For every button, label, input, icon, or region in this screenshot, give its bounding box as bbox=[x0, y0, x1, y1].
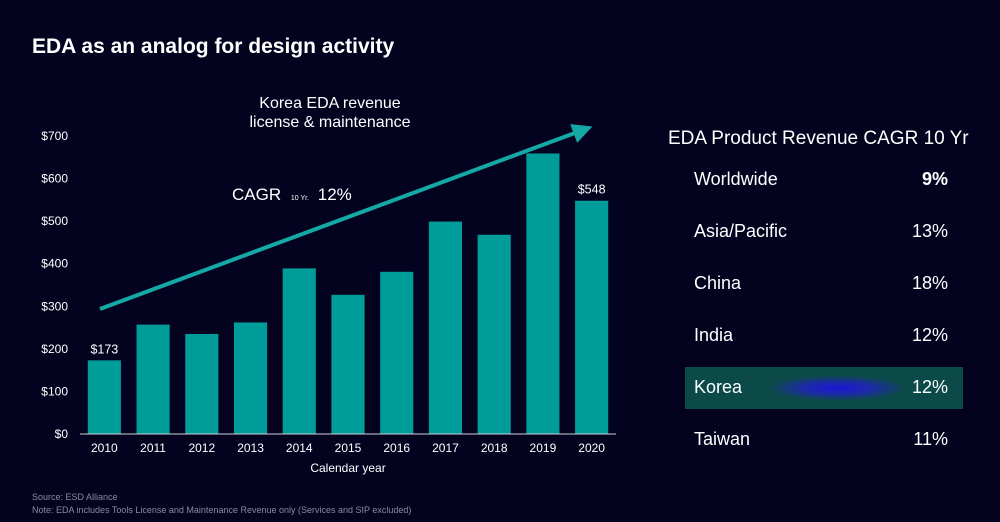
bar-2020 bbox=[575, 200, 609, 434]
y-tick-label: $500 bbox=[41, 214, 68, 228]
data-label-2020: $548 bbox=[578, 183, 606, 197]
cagr-row-india: India 12% bbox=[685, 315, 963, 357]
note-footnote: Note: EDA includes Tools License and Mai… bbox=[32, 505, 412, 515]
bar-2012 bbox=[185, 333, 219, 434]
trend-arrow bbox=[99, 124, 593, 311]
bar-2011 bbox=[136, 324, 170, 434]
bar-2019 bbox=[526, 153, 560, 434]
cagr-prefix: CAGR bbox=[232, 185, 281, 204]
region-name: Worldwide bbox=[694, 169, 778, 189]
y-tick-label: $100 bbox=[41, 384, 68, 398]
x-tick-label: 2020 bbox=[578, 441, 605, 455]
bar-2010 bbox=[87, 360, 121, 434]
blurred-region bbox=[770, 376, 905, 400]
cagr-subscript: 10 Yr. bbox=[291, 195, 309, 202]
region-name: Korea bbox=[694, 377, 743, 397]
y-tick-label: $0 bbox=[55, 427, 69, 441]
data-label-2010: $173 bbox=[90, 342, 118, 356]
x-tick-label: 2012 bbox=[188, 441, 215, 455]
x-tick-label: 2018 bbox=[481, 441, 508, 455]
y-tick-label: $600 bbox=[41, 172, 68, 186]
cagr-row-asia-pacific: Asia/Pacific 13% bbox=[685, 211, 963, 253]
bar-2015 bbox=[331, 294, 365, 434]
y-tick-label: $700 bbox=[41, 129, 68, 143]
cagr-value: 12% bbox=[318, 185, 352, 204]
bar-2014 bbox=[282, 268, 316, 434]
x-tick-label: 2011 bbox=[140, 441, 166, 455]
region-cagr-value: 12% bbox=[911, 377, 948, 397]
region-cagr-value: 9% bbox=[921, 169, 948, 189]
region-cagr-value: 13% bbox=[911, 221, 948, 241]
x-tick-label: 2017 bbox=[432, 441, 459, 455]
arrow-label-line1: Korea EDA revenue bbox=[259, 95, 401, 112]
region-name: China bbox=[694, 273, 742, 293]
bar-2016 bbox=[380, 271, 414, 434]
x-tick-label: 2016 bbox=[383, 441, 410, 455]
cagr-table-title: EDA Product Revenue CAGR 10 Yr bbox=[668, 128, 969, 149]
bar-2017 bbox=[428, 221, 463, 434]
x-tick-label: 2014 bbox=[286, 441, 313, 455]
bar-2013 bbox=[233, 322, 268, 434]
x-tick-label: 2015 bbox=[335, 441, 362, 455]
bar-2018 bbox=[477, 234, 511, 434]
cagr-row-korea: Korea 12% bbox=[685, 367, 963, 409]
cagr-row-worldwide: Worldwide 9% bbox=[685, 159, 963, 201]
x-tick-label: 2013 bbox=[237, 441, 264, 455]
cagr-row-taiwan: Taiwan 11% bbox=[685, 419, 963, 461]
cagr-row-china: China 18% bbox=[685, 263, 963, 305]
page-title: EDA as an analog for design activity bbox=[32, 35, 395, 58]
revenue-bar-chart: $0 $100 $200 $300 $400 $500 $600 $700 2010 2011 2… bbox=[41, 95, 616, 475]
region-name: India bbox=[694, 325, 734, 345]
x-tick-label: 2019 bbox=[530, 441, 557, 455]
y-tick-label: $400 bbox=[41, 257, 68, 271]
region-name: Asia/Pacific bbox=[694, 221, 788, 241]
x-tick-label: 2010 bbox=[91, 441, 118, 455]
region-cagr-value: 11% bbox=[913, 429, 948, 449]
arrow-label-line2: license & maintenance bbox=[250, 114, 411, 131]
region-cagr-value: 18% bbox=[911, 273, 948, 293]
x-axis-title: Calendar year bbox=[310, 461, 385, 475]
y-tick-label: $200 bbox=[41, 342, 68, 356]
region-name: Taiwan bbox=[694, 429, 751, 449]
cagr-annotation: CAGR 10 Yr. 12% bbox=[232, 185, 352, 204]
source-footnote: Source: ESD Alliance bbox=[32, 492, 118, 502]
region-cagr-value: 12% bbox=[911, 325, 948, 345]
y-tick-label: $300 bbox=[41, 299, 68, 313]
